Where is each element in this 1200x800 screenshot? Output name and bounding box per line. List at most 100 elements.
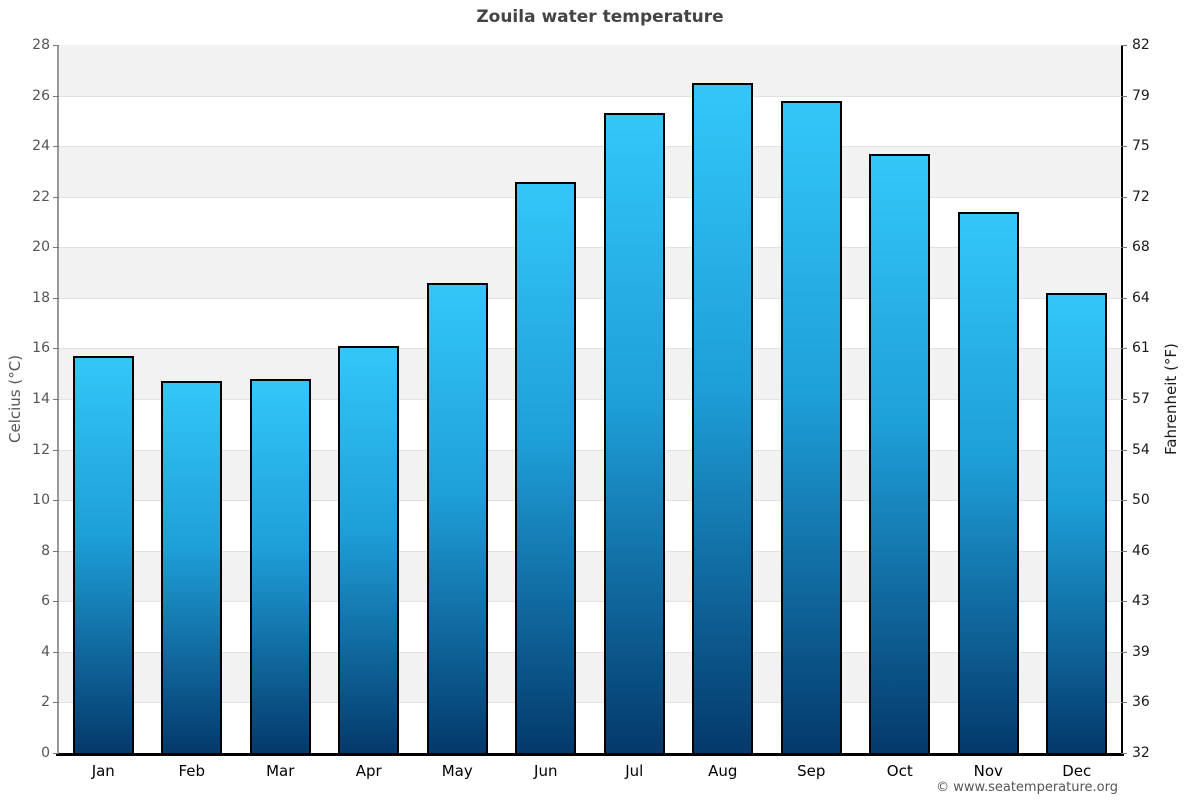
y-tick-label-fahrenheit: 72 — [1132, 188, 1150, 205]
x-tick-label-jun: Jun — [534, 762, 558, 780]
bar-mar — [249, 378, 311, 753]
y-tick-mark-left — [53, 95, 59, 97]
bar-dec — [1046, 292, 1108, 753]
y-tick-mark-left — [53, 297, 59, 299]
grid-line — [59, 196, 1121, 198]
y-tick-mark-left — [53, 550, 59, 552]
y-tick-mark-left — [53, 45, 59, 46]
x-tick-label-aug: Aug — [708, 762, 738, 780]
grid-line — [59, 348, 1121, 350]
grid-line — [59, 247, 1121, 249]
y-tick-mark-right — [1121, 196, 1127, 198]
grid-line — [59, 449, 1121, 451]
y-tick-mark-right — [1121, 348, 1127, 350]
grid-line — [59, 297, 1121, 299]
bottom-axis-line — [56, 753, 1124, 756]
bar-sep — [780, 100, 842, 753]
grid-line — [59, 651, 1121, 653]
y-tick-label-fahrenheit: 39 — [1132, 643, 1150, 660]
x-tick-label-dec: Dec — [1062, 762, 1092, 780]
footer-credit: © www.seatemperature.org — [936, 780, 1118, 795]
x-tick-label-may: May — [441, 762, 473, 780]
y-tick-mark-right — [1121, 753, 1127, 754]
x-tick-label-nov: Nov — [973, 762, 1003, 780]
y-tick-mark-right — [1121, 45, 1127, 46]
y-tick-label-fahrenheit: 82 — [1132, 37, 1150, 53]
y-tick-label-celsius: 18 — [32, 289, 50, 306]
plot-area — [59, 45, 1121, 753]
grid-band — [59, 601, 1121, 652]
y-tick-mark-right — [1121, 702, 1127, 704]
grid-band — [59, 146, 1121, 197]
y-tick-mark-left — [53, 601, 59, 603]
y-tick-label-fahrenheit: 68 — [1132, 239, 1150, 256]
y-tick-mark-right — [1121, 550, 1127, 552]
x-tick-label-oct: Oct — [886, 762, 913, 780]
y-tick-mark-right — [1121, 651, 1127, 653]
bar-jun — [515, 181, 577, 753]
grid-band — [59, 651, 1121, 703]
y-tick-label-fahrenheit: 79 — [1132, 87, 1150, 104]
y-tick-mark-left — [53, 348, 59, 350]
grid-band — [59, 702, 1121, 753]
x-tick-label-mar: Mar — [266, 762, 295, 780]
y-tick-label-celsius: 20 — [32, 239, 50, 256]
x-tick-label-apr: Apr — [355, 762, 382, 780]
y-tick-label-celsius: 0 — [41, 745, 50, 761]
y-tick-mark-left — [53, 651, 59, 653]
grid-band — [59, 348, 1121, 399]
grid-band — [59, 550, 1121, 602]
y-tick-mark-right — [1121, 247, 1127, 249]
y-tick-mark-left — [53, 399, 59, 400]
y-tick-mark-left — [53, 449, 59, 451]
y-tick-label-celsius: 12 — [32, 441, 50, 458]
bar-apr — [338, 345, 400, 753]
y-tick-mark-right — [1121, 95, 1127, 97]
bar-jul — [603, 113, 665, 753]
grid-band — [59, 45, 1121, 96]
grid-band — [59, 399, 1121, 450]
grid-band — [59, 95, 1121, 147]
y-tick-label-fahrenheit: 36 — [1132, 694, 1150, 711]
y-tick-mark-right — [1121, 601, 1127, 603]
grid-line — [59, 500, 1121, 502]
x-tick-label-feb: Feb — [178, 762, 206, 780]
grid-band — [59, 196, 1121, 248]
chart-title: Zouila water temperature — [476, 7, 724, 27]
x-tick-label-sep: Sep — [797, 762, 826, 780]
y-tick-label-fahrenheit: 32 — [1132, 745, 1150, 761]
y-tick-label-fahrenheit: 50 — [1132, 492, 1150, 509]
y-tick-mark-left — [53, 500, 59, 502]
bar-nov — [957, 211, 1019, 753]
bar-feb — [161, 381, 223, 753]
y-tick-label-celsius: 28 — [32, 37, 50, 53]
y-tick-label-celsius: 2 — [41, 694, 50, 711]
y-tick-label-fahrenheit: 46 — [1132, 542, 1150, 559]
grid-band — [59, 247, 1121, 298]
y-tick-label-fahrenheit: 43 — [1132, 593, 1150, 610]
bar-aug — [692, 82, 754, 753]
y-tick-mark-right — [1121, 449, 1127, 451]
bar-jan — [72, 356, 134, 753]
y-tick-label-fahrenheit: 54 — [1132, 441, 1150, 458]
grid-line — [59, 550, 1121, 552]
y-tick-label-fahrenheit: 64 — [1132, 289, 1150, 306]
y-tick-label-celsius: 24 — [32, 138, 50, 155]
grid-line — [59, 601, 1121, 603]
y-tick-label-celsius: 26 — [32, 87, 50, 104]
y-tick-label-celsius: 10 — [32, 492, 50, 509]
grid-line — [59, 702, 1121, 704]
bar-may — [426, 282, 488, 753]
y-tick-mark-left — [53, 753, 59, 754]
grid-line — [59, 399, 1121, 400]
grid-line — [59, 95, 1121, 97]
y-tick-label-celsius: 14 — [32, 391, 50, 407]
grid-band — [59, 449, 1121, 501]
grid-band — [59, 297, 1121, 349]
bar-oct — [869, 153, 931, 753]
y-tick-mark-right — [1121, 399, 1127, 400]
y-tick-label-fahrenheit: 75 — [1132, 138, 1150, 155]
y-tick-label-celsius: 4 — [41, 643, 50, 660]
x-tick-label-jul: Jul — [625, 762, 644, 780]
